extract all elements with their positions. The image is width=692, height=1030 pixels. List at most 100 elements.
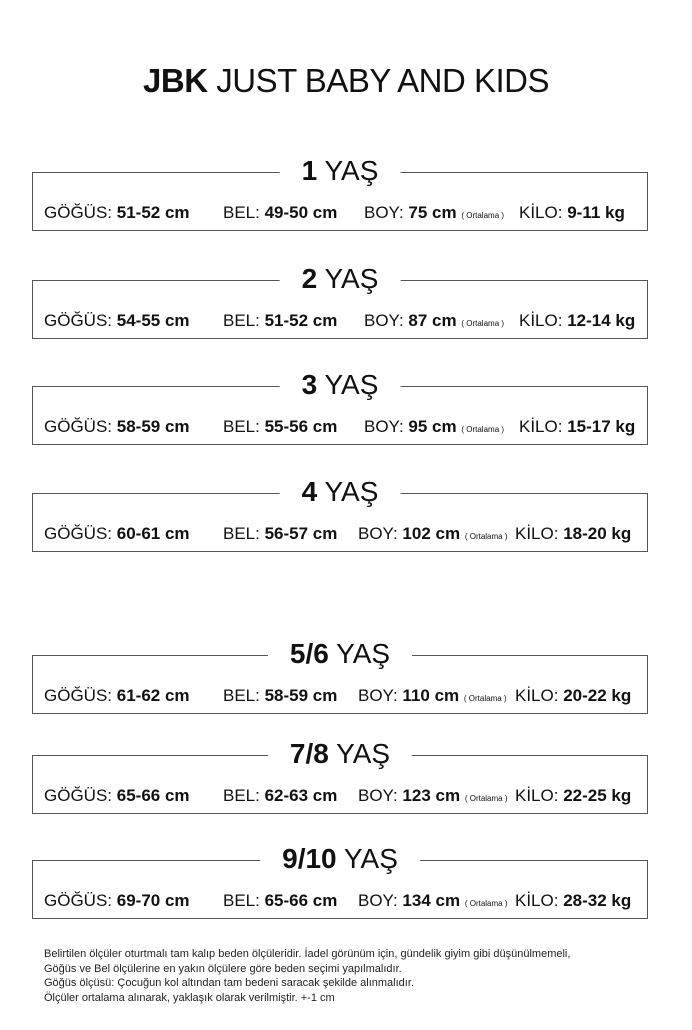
weight-label: KİLO:: [515, 524, 559, 543]
weight-value: 20-22 kg: [563, 686, 632, 705]
waist-value: 65-66 cm: [264, 891, 338, 910]
waist-value: 55-56 cm: [264, 417, 338, 436]
size-box: 3 YAŞ GÖĞÜS: 58-59 cm BEL: 55-56 cm BOY:…: [32, 365, 648, 445]
weight-cell: KİLO: 15-17 kg: [519, 417, 635, 437]
waist-cell: BEL: 49-50 cm: [223, 203, 337, 223]
weight-cell: KİLO: 18-20 kg: [515, 524, 631, 544]
size-box: 5/6 YAŞ GÖĞÜS: 61-62 cm BEL: 58-59 cm BO…: [32, 634, 648, 714]
chest-label: GÖĞÜS:: [44, 203, 113, 222]
chest-cell: GÖĞÜS: 51-52 cm: [44, 203, 190, 223]
chest-label: GÖĞÜS:: [44, 311, 113, 330]
age-value: 7/8: [289, 738, 329, 769]
waist-value: 62-63 cm: [264, 786, 338, 805]
height-label: BOY:: [358, 686, 398, 705]
chest-label: GÖĞÜS:: [44, 524, 113, 543]
waist-label: BEL:: [223, 786, 260, 805]
height-cell: BOY: 95 cm ( Ortalama ): [364, 417, 504, 437]
chest-value: 61-62 cm: [116, 686, 190, 705]
height-label: BOY:: [358, 786, 398, 805]
waist-cell: BEL: 55-56 cm: [223, 417, 337, 437]
average-note: ( Ortalama ): [461, 319, 505, 328]
average-note: ( Ortalama ): [464, 899, 508, 908]
age-heading: 1 YAŞ: [279, 151, 401, 191]
height-cell: BOY: 110 cm ( Ortalama ): [358, 686, 507, 706]
height-value: 110 cm: [402, 686, 460, 705]
waist-value: 49-50 cm: [264, 203, 338, 222]
footer-line: Göğüs ve Bel ölçülerine en yakın ölçüler…: [44, 962, 402, 975]
chest-cell: GÖĞÜS: 61-62 cm: [44, 686, 190, 706]
height-cell: BOY: 123 cm ( Ortalama ): [358, 786, 508, 806]
weight-label: KİLO:: [515, 891, 559, 910]
age-heading: 5/6 YAŞ: [267, 634, 413, 674]
weight-label: KİLO:: [515, 786, 559, 805]
chest-label: GÖĞÜS:: [44, 686, 113, 705]
chest-label: GÖĞÜS:: [44, 417, 113, 436]
size-box: 2 YAŞ GÖĞÜS: 54-55 cm BEL: 51-52 cm BOY:…: [32, 259, 648, 339]
age-unit: YAŞ: [324, 476, 379, 507]
waist-label: BEL:: [223, 417, 260, 436]
weight-value: 12-14 kg: [567, 311, 636, 330]
footer-line: Ölçüler ortalama alınarak, yaklaşık olar…: [44, 991, 335, 1004]
height-label: BOY:: [364, 311, 404, 330]
chest-label: GÖĞÜS:: [44, 786, 113, 805]
weight-value: 18-20 kg: [563, 524, 632, 543]
height-value: 123 cm: [402, 786, 461, 805]
footer-line: Göğüs ölçüsü: Çocuğun kol altından tam b…: [44, 977, 414, 989]
chest-cell: GÖĞÜS: 69-70 cm: [44, 891, 190, 911]
waist-label: BEL:: [223, 524, 260, 543]
waist-label: BEL:: [223, 891, 260, 910]
weight-label: KİLO:: [519, 311, 563, 330]
height-cell: BOY: 87 cm ( Ortalama ): [364, 311, 504, 331]
age-unit: YAŞ: [336, 738, 391, 769]
chest-value: 51-52 cm: [116, 203, 190, 222]
chest-cell: GÖĞÜS: 60-61 cm: [44, 524, 190, 544]
height-value: 87 cm: [408, 311, 457, 330]
size-box: 4 YAŞ GÖĞÜS: 60-61 cm BEL: 56-57 cm BOY:…: [32, 472, 648, 552]
age-value: 2: [301, 263, 318, 294]
height-value: 134 cm: [402, 891, 461, 910]
waist-cell: BEL: 58-59 cm: [223, 686, 337, 706]
chest-value: 65-66 cm: [116, 786, 190, 805]
average-note: ( Ortalama ): [461, 211, 505, 220]
age-heading: 3 YAŞ: [279, 365, 401, 405]
weight-cell: KİLO: 22-25 kg: [515, 786, 631, 806]
age-heading: 7/8 YAŞ: [267, 734, 413, 774]
waist-cell: BEL: 51-52 cm: [223, 311, 337, 331]
weight-cell: KİLO: 28-32 kg: [515, 891, 631, 911]
waist-value: 51-52 cm: [264, 311, 338, 330]
size-box: 1 YAŞ GÖĞÜS: 51-52 cm BEL: 49-50 cm BOY:…: [32, 151, 648, 231]
age-value: 3: [301, 369, 318, 400]
size-box: 7/8 YAŞ GÖĞÜS: 65-66 cm BEL: 62-63 cm BO…: [32, 734, 648, 814]
weight-label: KİLO:: [515, 686, 559, 705]
height-value: 102 cm: [402, 524, 461, 543]
weight-value: 9-11 kg: [567, 203, 625, 222]
age-unit: YAŞ: [336, 638, 391, 669]
average-note: ( Ortalama ): [464, 532, 508, 541]
weight-value: 22-25 kg: [563, 786, 632, 805]
waist-value: 58-59 cm: [264, 686, 338, 705]
age-heading: 2 YAŞ: [279, 259, 401, 299]
chest-cell: GÖĞÜS: 54-55 cm: [44, 311, 190, 331]
waist-label: BEL:: [223, 311, 260, 330]
height-label: BOY:: [358, 891, 398, 910]
waist-value: 56-57 cm: [264, 524, 338, 543]
page-title: JBK JUST BABY AND KIDS: [0, 62, 692, 100]
weight-value: 28-32 kg: [563, 891, 632, 910]
chest-label: GÖĞÜS:: [44, 891, 113, 910]
waist-cell: BEL: 65-66 cm: [223, 891, 337, 911]
chest-value: 54-55 cm: [116, 311, 190, 330]
brand-name: JBK: [143, 62, 208, 99]
height-value: 75 cm: [408, 203, 457, 222]
size-box: 9/10 YAŞ GÖĞÜS: 69-70 cm BEL: 65-66 cm B…: [32, 839, 648, 919]
footer-notes: Belirtilen ölçüler oturtmalı tam kalıp b…: [44, 947, 570, 1005]
waist-label: BEL:: [223, 686, 260, 705]
weight-label: KİLO:: [519, 417, 563, 436]
height-cell: BOY: 134 cm ( Ortalama ): [358, 891, 508, 911]
age-value: 4: [301, 476, 318, 507]
weight-label: KİLO:: [519, 203, 563, 222]
chest-cell: GÖĞÜS: 65-66 cm: [44, 786, 190, 806]
chest-value: 60-61 cm: [116, 524, 190, 543]
weight-cell: KİLO: 9-11 kg: [519, 203, 625, 223]
age-unit: YAŞ: [324, 369, 379, 400]
weight-cell: KİLO: 12-14 kg: [519, 311, 635, 331]
